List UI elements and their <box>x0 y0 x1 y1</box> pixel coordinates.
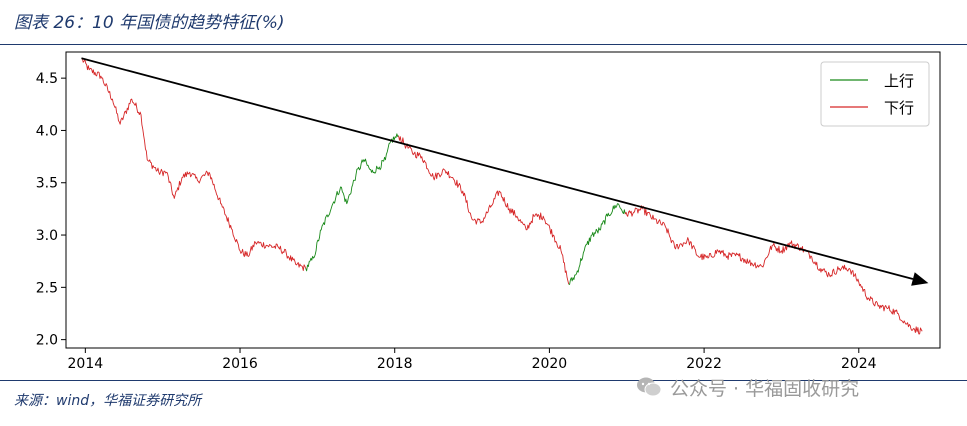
x-tick-label-2024: 2024 <box>841 356 877 372</box>
plot-frame <box>65 51 941 349</box>
series-line-up-3 <box>568 203 626 285</box>
yield-trend-chart: 2014 2016 2018 2020 2022 2024 2.0 2.5 3.0 3.5 4.0 4… <box>36 51 941 372</box>
y-tick-label-4.5: 4.5 <box>36 71 58 87</box>
wechat-icon <box>637 377 662 397</box>
legend: 上行 下行 <box>820 61 930 127</box>
trend-arrow-head <box>911 272 929 286</box>
series-line-down-2 <box>398 135 570 285</box>
y-tick-label-2.5: 2.5 <box>36 280 58 296</box>
y-tick-label-2: 2.0 <box>36 333 58 349</box>
y-tick-label-3.5: 3.5 <box>36 176 58 192</box>
trend-arrow <box>81 57 929 286</box>
series-line-down-0 <box>81 57 307 271</box>
x-tick-label-2014: 2014 <box>68 356 104 372</box>
legend-label-down: 下行 <box>884 99 914 117</box>
series-line-down-4 <box>624 205 923 335</box>
watermark-text: 公众号 · 华福固收研究 <box>670 377 860 400</box>
x-tick-label-2022: 2022 <box>686 356 722 372</box>
y-tick-label-3: 3.0 <box>36 228 58 244</box>
x-tick-label-2018: 2018 <box>377 356 413 372</box>
x-tick-label-2020: 2020 <box>532 356 568 372</box>
bottom-divider <box>0 380 967 381</box>
x-tick-label-2016: 2016 <box>222 356 258 372</box>
series-group <box>81 57 923 335</box>
axes: 2014 2016 2018 2020 2022 2024 2.0 2.5 3.0 3.5 4.0 4… <box>36 71 877 372</box>
legend-label-up: 上行 <box>884 72 914 90</box>
series-line-up-1 <box>305 133 399 272</box>
watermark: 公众号 · 华福固收研究 <box>636 372 859 402</box>
trend-arrow-shaft <box>81 57 914 280</box>
figure-title: 图表 26：10 年国债的趋势特征(%) <box>14 13 285 33</box>
y-tick-label-4: 4.0 <box>36 123 58 139</box>
top-divider <box>0 44 967 45</box>
legend-box <box>820 61 930 127</box>
source-note: 来源：wind，华福证券研究所 <box>14 393 202 409</box>
